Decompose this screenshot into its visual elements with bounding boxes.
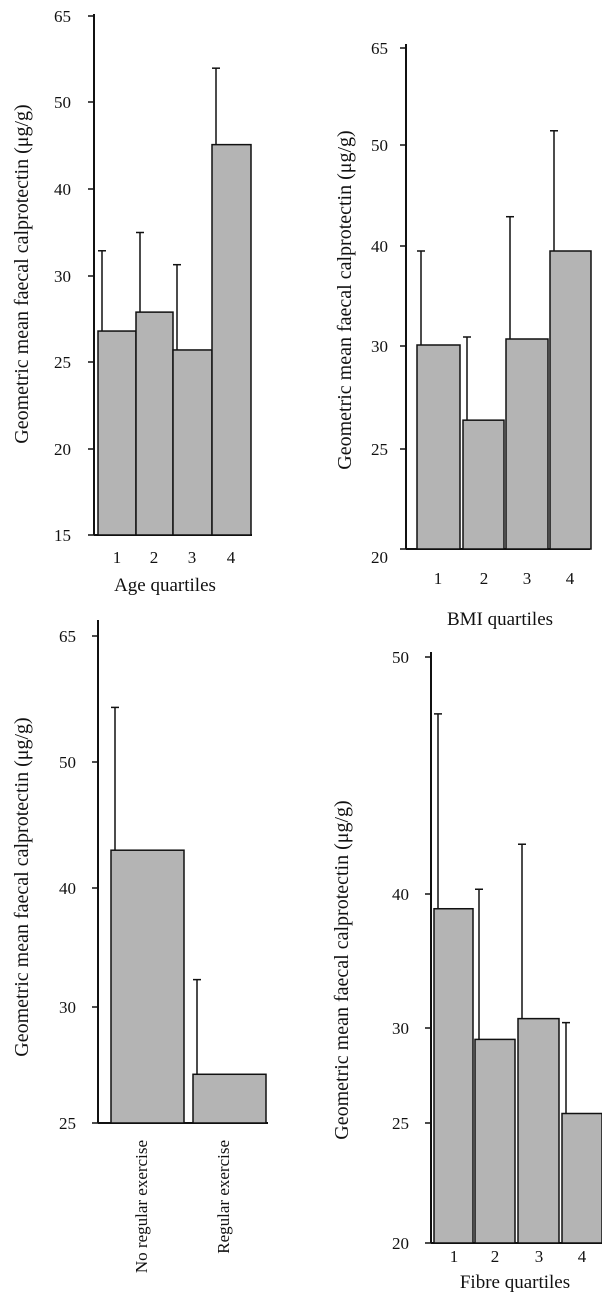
x-tick-label: 4 — [227, 548, 236, 567]
y-tick-label: 20 — [371, 548, 388, 567]
x-axis-label: BMI quartiles — [447, 609, 553, 630]
x-tick-label: 2 — [491, 1247, 500, 1266]
x-tick-label: 4 — [566, 569, 575, 588]
chart-fibre-quartiles: Geometric mean faecal calprotectin (μg/g… — [331, 648, 602, 1293]
y-axis-label: Geometric mean faecal calprotectin (μg/g… — [11, 717, 33, 1056]
y-tick-label: 25 — [371, 440, 388, 459]
bar — [192, 1073, 267, 1124]
y-tick-label: 40 — [392, 885, 409, 904]
y-axis-label: Geometric mean faecal calprotectin (μg/g… — [331, 800, 353, 1139]
x-tick-label: 4 — [578, 1247, 587, 1266]
x-tick-label: 1 — [434, 569, 443, 588]
x-tick-label: No regular exercise — [132, 1140, 151, 1273]
y-tick-label: 65 — [54, 7, 71, 26]
x-tick-labels: No regular exercise Regular exercise — [132, 1140, 233, 1273]
x-tick-label: 1 — [450, 1247, 459, 1266]
y-axis-label: Geometric mean faecal calprotectin (μg/g… — [11, 104, 33, 443]
bar — [462, 419, 505, 550]
bar — [517, 1017, 560, 1244]
x-tick-label: 1 — [113, 548, 122, 567]
y-tick-labels: 20 25 30 40 50 — [392, 648, 409, 1253]
bar — [135, 311, 174, 536]
chart-exercise: Geometric mean faecal calprotectin (μg/g… — [11, 620, 268, 1273]
y-tick-label: 20 — [54, 440, 71, 459]
bar — [416, 344, 461, 550]
bar — [474, 1038, 516, 1244]
y-tick-label: 25 — [392, 1114, 409, 1133]
y-tick-label: 30 — [59, 998, 76, 1017]
x-tick-label: 3 — [188, 548, 197, 567]
y-tick-label: 20 — [392, 1234, 409, 1253]
x-axis-label: Age quartiles — [114, 575, 216, 596]
y-tick-labels: 25 30 40 50 65 — [59, 627, 76, 1133]
y-tick-label: 50 — [59, 753, 76, 772]
x-tick-label: 2 — [150, 548, 159, 567]
plot-area — [400, 44, 592, 550]
x-tick-label: 3 — [535, 1247, 544, 1266]
plot-area — [88, 14, 252, 536]
y-tick-label: 40 — [54, 180, 71, 199]
x-tick-label: Regular exercise — [214, 1140, 233, 1254]
plot-area — [92, 620, 268, 1124]
bar — [97, 330, 137, 536]
y-tick-label: 40 — [59, 879, 76, 898]
y-axis-label: Geometric mean faecal calprotectin (μg/g… — [334, 130, 356, 469]
y-tick-label: 50 — [54, 93, 71, 112]
y-tick-labels: 15 20 25 30 40 50 65 — [54, 7, 71, 545]
chart-age-quartiles: Geometric mean faecal calprotectin (μg/g… — [11, 7, 252, 596]
y-tick-label: 25 — [54, 353, 71, 372]
bar — [172, 349, 213, 536]
y-tick-label: 15 — [54, 526, 71, 545]
bar — [549, 250, 592, 550]
y-tick-label: 50 — [392, 648, 409, 667]
y-tick-label: 25 — [59, 1114, 76, 1133]
bar — [110, 849, 185, 1124]
bar — [505, 338, 549, 550]
x-tick-labels: 1 2 3 4 — [434, 569, 575, 588]
y-tick-labels: 20 25 30 40 50 65 — [371, 39, 388, 567]
x-axis-label: Fibre quartiles — [460, 1272, 570, 1293]
y-tick-label: 65 — [371, 39, 388, 58]
x-tick-labels: 1 2 3 4 — [113, 548, 236, 567]
y-tick-label: 50 — [371, 136, 388, 155]
chart-bmi-quartiles: Geometric mean faecal calprotectin (μg/g… — [334, 39, 592, 630]
y-tick-label: 30 — [54, 267, 71, 286]
plot-area — [425, 652, 602, 1244]
bar — [211, 143, 252, 536]
x-tick-labels: 1 2 3 4 — [450, 1247, 587, 1266]
bar — [561, 1112, 602, 1244]
y-tick-label: 65 — [59, 627, 76, 646]
y-tick-label: 30 — [371, 337, 388, 356]
bar — [433, 907, 474, 1244]
x-tick-label: 3 — [523, 569, 532, 588]
x-tick-label: 2 — [480, 569, 489, 588]
y-tick-label: 40 — [371, 237, 388, 256]
y-tick-label: 30 — [392, 1019, 409, 1038]
